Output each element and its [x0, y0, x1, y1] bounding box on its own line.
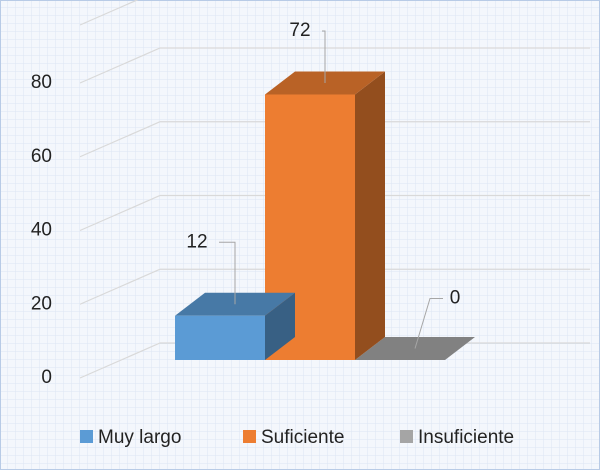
legend-label: Muy largo — [98, 427, 181, 448]
grid-line — [79, 268, 590, 305]
leader-line — [219, 241, 236, 305]
grid-line — [79, 194, 590, 232]
bar-side — [265, 292, 295, 360]
y-tick-label: 80 — [31, 72, 52, 93]
leader-line — [414, 298, 443, 349]
y-tick-label: 0 — [41, 367, 52, 388]
legend-label: Insuficiente — [418, 427, 514, 448]
leader-line — [322, 30, 326, 83]
legend-swatch — [80, 430, 93, 443]
wall-edge — [79, 0, 139, 26]
bar-side — [355, 71, 385, 360]
data-label: 0 — [450, 288, 461, 309]
legend-label: Suficiente — [261, 427, 344, 448]
grid-line — [79, 121, 590, 158]
data-label: 72 — [289, 20, 310, 41]
y-tick-label: 60 — [31, 146, 52, 167]
legend-swatch — [243, 430, 256, 443]
y-tick-label: 20 — [31, 293, 52, 314]
grid-line — [79, 47, 590, 84]
legend-swatch — [400, 430, 413, 443]
y-tick-label: 40 — [31, 220, 52, 241]
data-label: 12 — [186, 231, 207, 252]
bar-front — [175, 315, 265, 360]
